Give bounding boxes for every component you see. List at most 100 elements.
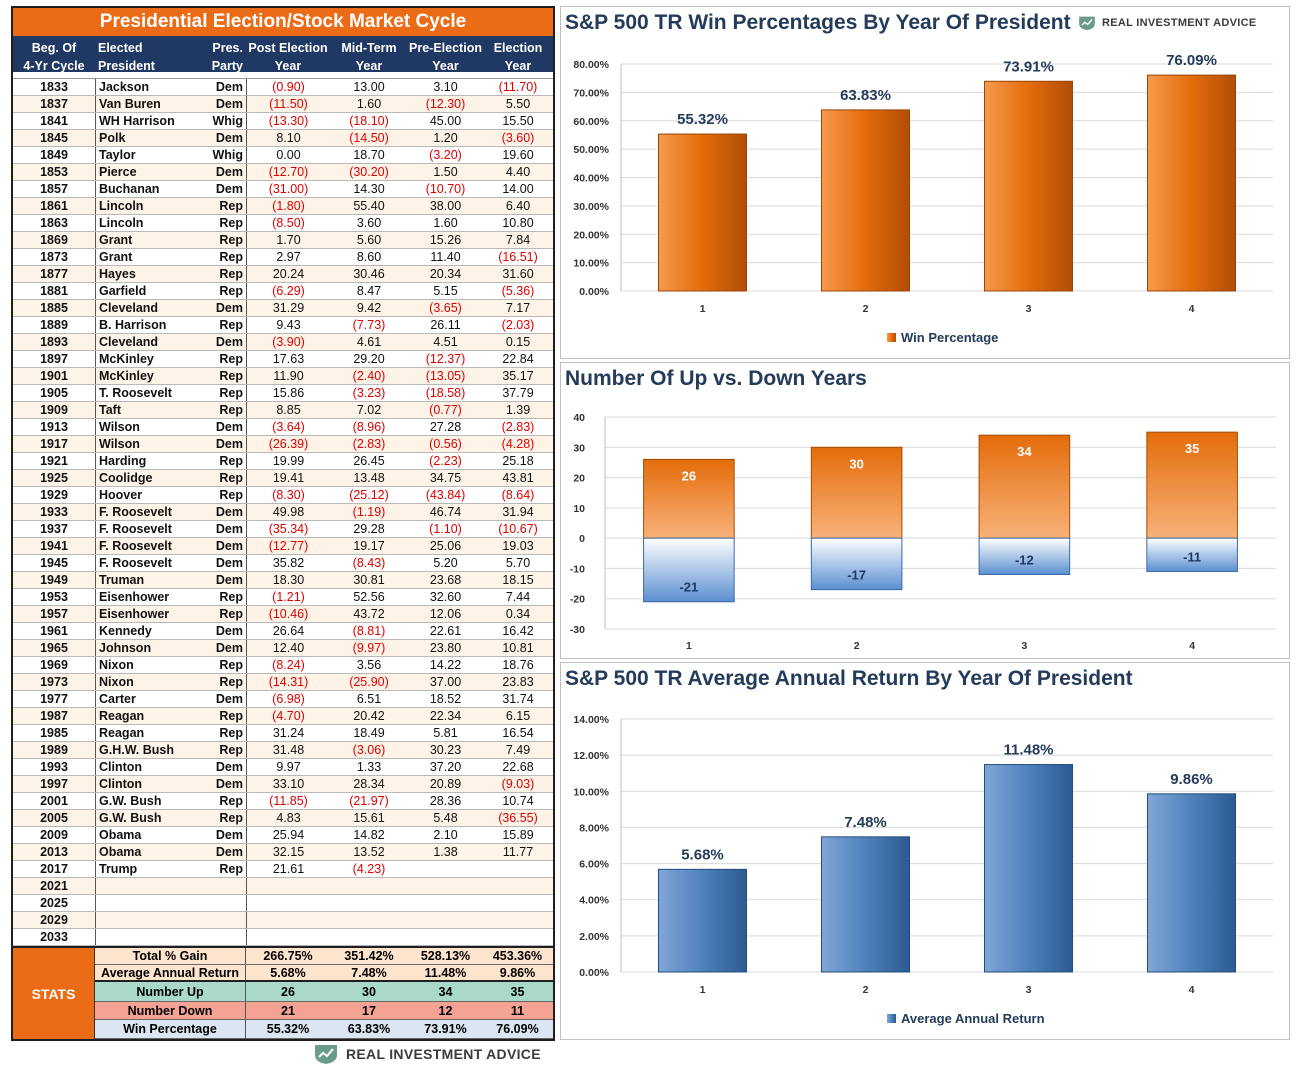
chart-title: S&P 500 TR Average Annual Return By Year… <box>565 667 1133 690</box>
table-cell: Rep <box>219 250 243 264</box>
table-cell: Nixon <box>95 657 209 673</box>
y-tick-label: 40.00% <box>573 173 609 185</box>
table-row: 1961 Kennedy Dem 26.64 (8.81) 22.61 16.42 <box>13 623 553 640</box>
table-cell: 1997 <box>40 777 68 791</box>
table-cell: Dem <box>215 641 243 655</box>
table-cell: 1905 <box>40 386 68 400</box>
table-cell: (3.20) <box>429 148 462 162</box>
table-cell: Dem <box>215 97 243 111</box>
table-row: 2029 <box>13 912 553 929</box>
table-cell: 1.60 <box>356 97 382 111</box>
table-cell: (1.80) <box>246 198 330 214</box>
table-cell: Grant <box>95 249 209 265</box>
table-cell: 1901 <box>40 369 68 383</box>
table-cell: (8.96) <box>352 420 386 434</box>
table-row: 1849 Taylor Whig 0.00 18.70 (3.20) 19.60 <box>13 147 553 164</box>
table-cell: Dem <box>215 165 243 179</box>
table-cell: 1.60 <box>433 216 458 230</box>
table-row: 1921 Harding Rep 19.99 26.45 (2.23) 25.18 <box>13 453 553 470</box>
table-cell: 9.97 <box>246 759 330 775</box>
x-tick-label: 1 <box>700 984 706 996</box>
table-cell: Dem <box>215 573 243 587</box>
table-cell <box>209 878 246 894</box>
table-cell: (12.30) <box>425 97 466 111</box>
table-cell: (1.21) <box>246 589 330 605</box>
table-cell: Rep <box>219 403 243 417</box>
table-cell: Dem <box>215 692 243 706</box>
table-cell: (18.10) <box>349 114 389 128</box>
column-header: Election Year <box>483 36 553 73</box>
table-row: 2013 Obama Dem 32.15 13.52 1.38 11.77 <box>13 844 553 861</box>
table-cell: 4.40 <box>505 165 531 179</box>
table-cell: (0.77) <box>429 403 462 417</box>
table-cell: 18.52 <box>429 692 462 706</box>
table-cell: Rep <box>219 590 243 604</box>
table-cell: Jackson <box>95 79 209 95</box>
table-row: 1857 Buchanan Dem (31.00) 14.30 (10.70) 14.00 <box>13 181 553 198</box>
y-tick-label: 14.00% <box>573 714 609 726</box>
table-cell: (0.56) <box>429 437 462 451</box>
stats-value: 73.91% <box>424 1022 467 1036</box>
stats-value: 34 <box>438 985 453 999</box>
stats-row: Win Percentage 55.32% 63.83% 73.91% 76.09% <box>95 1020 553 1039</box>
table-cell: (11.85) <box>246 793 330 809</box>
legend-swatch <box>887 1014 896 1023</box>
stats-row: Average Annual Return 5.68% 7.48% 11.48% 9.8… <box>95 965 553 982</box>
up-bar <box>643 458 735 539</box>
table-cell: Dem <box>215 420 243 434</box>
x-tick-label: 2 <box>863 303 869 315</box>
x-tick-label: 1 <box>686 640 692 652</box>
legend-swatch <box>887 333 896 342</box>
table-cell <box>408 929 483 945</box>
table-cell: B. Harrison <box>95 317 209 333</box>
column-header: Beg. Of 4-Yr Cycle <box>13 36 95 73</box>
table-cell: Rep <box>219 607 243 621</box>
table-cell: 1841 <box>40 114 68 128</box>
shield-logo-icon <box>1079 16 1095 31</box>
table-cell: 1977 <box>40 692 68 706</box>
table-cell: 12.06 <box>429 607 462 621</box>
table-cell: 2013 <box>40 845 68 859</box>
stats-value: 9.86% <box>499 966 536 980</box>
table-cell: 22.68 <box>502 760 534 774</box>
x-tick-label: 3 <box>1026 303 1032 315</box>
table-cell: 28.34 <box>353 777 385 791</box>
table-cell: 1897 <box>40 352 68 366</box>
win-percentage-chart: S&P 500 TR Win Percentages By Year Of Pr… <box>560 6 1290 359</box>
table-row: 1929 Hoover Rep (8.30) (25.12) (43.84) (8.64) <box>13 487 553 504</box>
column-header: Mid-Term Year <box>330 36 408 73</box>
table-cell: (3.60) <box>501 131 535 145</box>
table-cell: 6.15 <box>505 709 531 723</box>
table-cell: 1987 <box>40 709 68 723</box>
column-header-line: Pre-Election <box>409 41 482 55</box>
table-cell: Rep <box>219 352 243 366</box>
table-row: 2025 <box>13 895 553 912</box>
table-row: 2009 Obama Dem 25.94 14.82 2.10 15.89 <box>13 827 553 844</box>
stats-row-label: Number Up <box>95 982 246 1001</box>
y-tick-label: 20.00% <box>573 229 609 241</box>
table-cell: 8.60 <box>356 250 382 264</box>
table-row: 2033 <box>13 929 553 946</box>
stats-row-label: Average Annual Return <box>95 965 246 980</box>
table-cell: 34.75 <box>429 471 462 485</box>
table-cell: (11.70) <box>498 80 538 94</box>
table-row: 1863 Lincoln Rep (8.50) 3.60 1.60 10.80 <box>13 215 553 232</box>
up-bar <box>1146 431 1238 539</box>
table-row: 1833 Jackson Dem (0.90) 13.00 3.10 (11.70) <box>13 79 553 96</box>
table-cell: McKinley <box>95 368 209 384</box>
table-cell: 22.61 <box>429 624 462 638</box>
table-cell: 1.39 <box>505 403 531 417</box>
table-cell: (3.23) <box>352 386 386 400</box>
table-cell: 1889 <box>40 318 68 332</box>
table-cell: Grant <box>95 232 209 248</box>
table-cell: 1941 <box>40 539 68 553</box>
table-cell: 6.40 <box>505 199 531 213</box>
y-tick-label: 10.00% <box>573 786 609 798</box>
table-cell: 11.40 <box>430 250 461 264</box>
table-cell: Buchanan <box>95 181 209 197</box>
table-cell: 35.82 <box>246 555 330 571</box>
stats-row-label: Win Percentage <box>95 1020 246 1038</box>
data-label: 9.86% <box>1170 771 1213 788</box>
table-cell: 19.03 <box>502 539 534 553</box>
table-cell: (7.73) <box>352 318 386 332</box>
